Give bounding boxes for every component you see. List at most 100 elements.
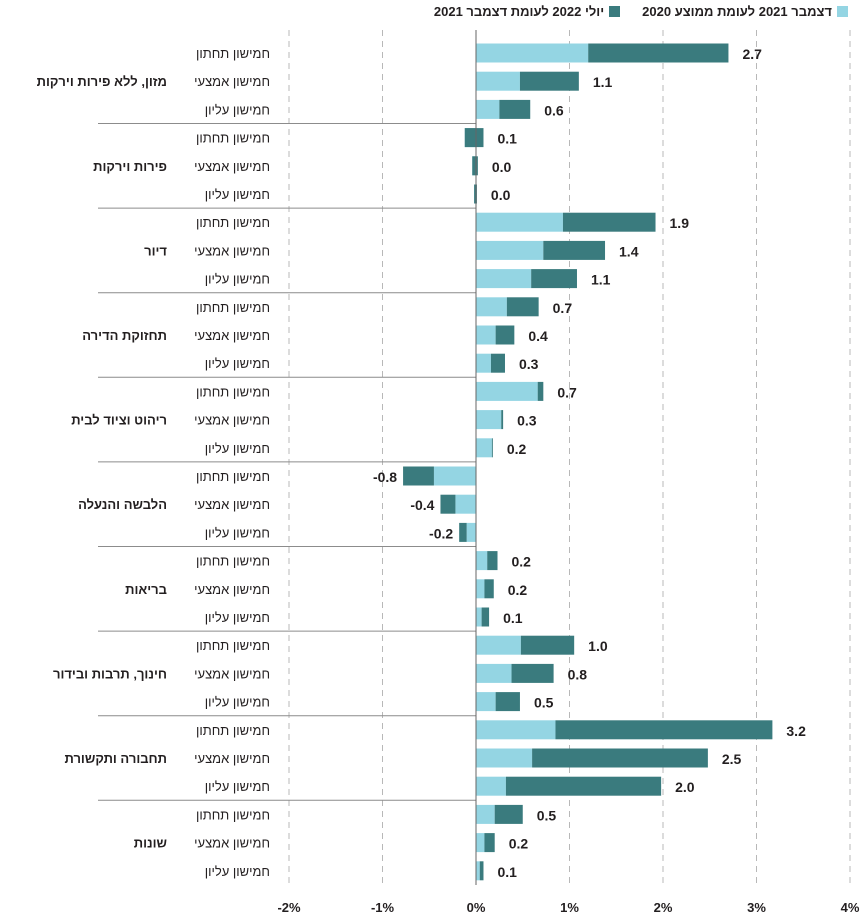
row-label: חמישון אמצעי	[194, 751, 270, 766]
data-label: 0.5	[534, 695, 554, 711]
legend: יולי 2022 לעומת דצמבר 2021 דצמבר 2021 לע…	[434, 4, 848, 19]
data-label: 0.3	[517, 413, 537, 429]
row-label: חמישון עליון	[205, 102, 270, 117]
bar-2020-2021	[476, 99, 500, 119]
data-label: 2.0	[675, 779, 695, 795]
row-label: חמישון תחתון	[196, 384, 270, 399]
legend-swatch-2020-2021	[837, 6, 848, 17]
data-label: 0.2	[509, 836, 529, 852]
data-label: 0.1	[497, 864, 517, 880]
bar-2021-2022	[499, 99, 531, 119]
bar-2021-2022	[403, 466, 434, 486]
data-label: 1.1	[591, 272, 611, 288]
bar-2021-2022	[481, 607, 490, 627]
bar-2020-2021	[476, 240, 544, 260]
bar-2020-2021	[476, 353, 491, 373]
row-label: חמישון תחתון	[196, 131, 270, 146]
bar-2021-2022	[472, 156, 478, 176]
bar-2021-2022	[588, 43, 729, 63]
bar-2020-2021	[476, 269, 532, 289]
row-label: חמישון עליון	[205, 610, 270, 625]
bar-2020-2021	[476, 297, 507, 317]
row-label: חמישון תחתון	[196, 300, 270, 315]
data-label: 2.7	[742, 46, 762, 62]
bar-2021-2022	[484, 833, 495, 853]
row-label: חמישון אמצעי	[194, 836, 270, 851]
bar-2020-2021	[466, 522, 476, 542]
bar-2020-2021	[476, 438, 492, 458]
data-label: 0.2	[507, 441, 527, 457]
row-label: חמישון עליון	[205, 525, 270, 540]
bar-2020-2021	[476, 410, 502, 430]
x-tick-label: -2%	[277, 900, 301, 915]
bar-2020-2021	[476, 861, 480, 881]
bar-2021-2022	[519, 71, 579, 91]
bar-2021-2022	[494, 804, 523, 824]
bar-2020-2021	[476, 748, 533, 768]
bar-2021-2022	[487, 551, 498, 571]
row-label: חמישון עליון	[205, 864, 270, 879]
legend-label-2021-2022: יולי 2022 לעומת דצמבר 2021	[433, 4, 605, 19]
row-label: חמישון אמצעי	[194, 159, 270, 174]
data-label: 2.5	[722, 751, 742, 767]
bar-2020-2021	[476, 833, 485, 853]
data-label: 0.3	[519, 356, 539, 372]
row-label: חמישון תחתון	[196, 807, 270, 822]
bar-2020-2021	[476, 635, 521, 655]
bar-2021-2022	[479, 861, 484, 881]
row-label: חמישון תחתון	[196, 554, 270, 569]
x-tick-label: 2%	[654, 900, 673, 915]
row-label: חמישון עליון	[205, 356, 270, 371]
row-label: חמישון אמצעי	[194, 497, 270, 512]
bar-2020-2021	[476, 720, 556, 740]
bar-2021-2022	[537, 381, 544, 401]
bar-2021-2022	[555, 720, 773, 740]
x-tick-label: 4%	[841, 900, 860, 915]
legend-label-2020-2021: דצמבר 2021 לעומת ממוצע 2020	[642, 4, 832, 19]
bar-2021-2022	[506, 297, 539, 317]
data-label: 0.0	[491, 187, 511, 203]
bar-2021-2022	[484, 579, 494, 599]
data-label: 1.4	[619, 243, 639, 259]
data-label: -0.2	[429, 525, 453, 541]
row-label: חמישון אמצעי	[194, 243, 270, 258]
row-label: חמישון אמצעי	[194, 413, 270, 428]
bar-2021-2022	[491, 438, 493, 458]
row-label: חמישון עליון	[205, 779, 270, 794]
legend-item-2021-2022: יולי 2022 לעומת דצמבר 2021	[433, 4, 621, 19]
category-label: חינוך, תרבות ובידור	[53, 666, 167, 681]
data-label: 0.2	[512, 554, 532, 570]
data-label: 0.7	[553, 300, 573, 316]
bar-2020-2021	[476, 71, 520, 91]
legend-swatch-2021-2022	[609, 6, 621, 17]
category-label: תחבורה ותקשורת	[65, 751, 168, 766]
data-label: 0.4	[528, 328, 548, 344]
x-tick-label: 3%	[747, 900, 766, 915]
category-label: תחזוקת הדירה	[82, 328, 167, 343]
bar-2020-2021	[455, 494, 476, 514]
bar-2020-2021	[476, 663, 512, 683]
data-label: 0.2	[508, 582, 528, 598]
bar-2021-2022	[459, 522, 467, 542]
row-label: חמישון אמצעי	[194, 582, 270, 597]
bar-2021-2022	[520, 635, 575, 655]
row-label: חמישון תחתון	[196, 723, 270, 738]
row-label: חמישון תחתון	[196, 638, 270, 653]
data-label: 0.1	[503, 610, 523, 626]
row-label: חמישון עליון	[205, 272, 270, 287]
bar-2020-2021	[476, 381, 538, 401]
bar-2021-2022	[505, 776, 662, 796]
x-tick-label: -1%	[371, 900, 395, 915]
bar-2020-2021	[476, 325, 496, 345]
bar-2021-2022	[490, 353, 505, 373]
row-label: חמישון תחתון	[196, 215, 270, 230]
category-label: שונות	[134, 836, 167, 851]
data-label: 3.2	[786, 723, 806, 739]
data-label: 0.8	[568, 666, 588, 682]
data-label: 1.1	[593, 74, 613, 90]
bar-2020-2021	[476, 551, 488, 571]
category-label: דיור	[144, 243, 167, 258]
category-label: הלבשה והנעלה	[78, 497, 167, 512]
bar-2020-2021	[476, 43, 589, 63]
